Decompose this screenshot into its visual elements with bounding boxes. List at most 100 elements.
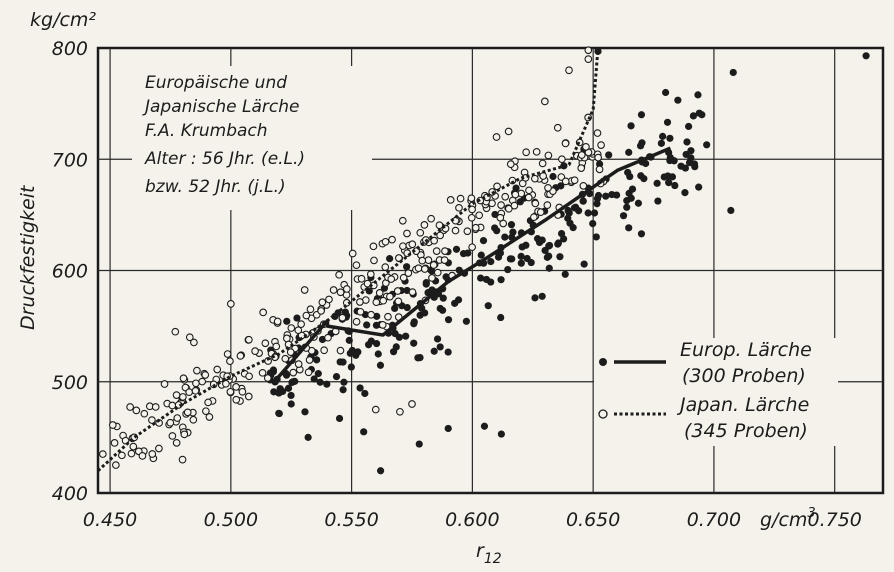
point-japan <box>155 444 163 453</box>
point-europ <box>377 467 385 475</box>
legend-label-europ: Europ. Lärche <box>680 339 812 361</box>
point-europ <box>636 142 645 150</box>
point-europ <box>660 173 668 181</box>
point-europ <box>497 313 505 322</box>
point-europ <box>372 321 381 329</box>
point-japan <box>232 383 240 391</box>
point-europ <box>313 356 321 364</box>
point-europ <box>497 430 505 438</box>
point-japan <box>173 414 182 422</box>
x-axis-label: r12 <box>476 540 502 567</box>
point-europ <box>637 230 646 238</box>
point-japan <box>424 256 433 264</box>
point-europ <box>422 280 430 288</box>
legend-note-japan: (345 Proben) <box>684 420 808 442</box>
point-europ <box>564 206 572 215</box>
point-europ <box>436 343 444 351</box>
point-japan <box>441 247 449 255</box>
point-europ <box>410 339 418 347</box>
point-japan <box>375 289 384 297</box>
point-japan <box>408 240 417 249</box>
legend: Europ. Lärche (300 Proben) Japan. Lärche… <box>594 338 838 446</box>
point-europ <box>269 368 277 376</box>
point-europ <box>304 433 312 441</box>
point-japan <box>504 204 513 213</box>
x-unit-label: g/cm3 <box>760 506 816 531</box>
point-europ <box>566 219 574 227</box>
point-japan <box>398 216 407 225</box>
point-europ <box>410 320 418 328</box>
point-europ <box>608 190 616 199</box>
annotation-background <box>132 66 372 210</box>
point-japan <box>561 139 570 148</box>
point-japan <box>244 392 253 401</box>
point-europ <box>703 141 711 149</box>
point-japan <box>306 305 315 314</box>
point-japan <box>557 173 566 181</box>
y-tick-labels: 400 500 600 700 800 <box>52 38 88 505</box>
trend-line-japan <box>96 47 600 472</box>
point-japan <box>305 356 314 364</box>
point-europ <box>659 132 667 140</box>
point-japan <box>394 297 403 306</box>
point-europ <box>623 203 631 211</box>
point-europ <box>416 311 424 319</box>
point-japan <box>501 192 510 201</box>
annotation-line-4: Alter : 56 Jhr. (e.L.) <box>144 149 305 169</box>
point-japan <box>561 177 570 186</box>
point-europ <box>681 189 689 197</box>
point-europ <box>428 267 436 275</box>
point-europ <box>314 370 322 378</box>
point-japan <box>172 438 181 447</box>
point-europ <box>367 337 375 345</box>
x-tick-labels: 0.450 0.500 0.550 0.600 0.650 0.700 0.750 <box>83 509 862 531</box>
point-japan <box>536 208 545 217</box>
point-europ <box>444 316 453 324</box>
point-europ <box>487 278 495 286</box>
point-japan <box>289 368 298 377</box>
point-japan <box>189 415 198 424</box>
point-europ <box>683 138 691 146</box>
point-japan <box>138 452 147 460</box>
point-japan <box>251 347 259 355</box>
x-tick-label: 0.500 <box>204 509 258 531</box>
point-japan <box>497 201 505 209</box>
point-japan <box>352 317 361 326</box>
point-europ <box>347 363 355 371</box>
point-europ <box>484 302 492 310</box>
point-europ <box>666 156 674 165</box>
annotation-line-5: bzw. 52 Jhr. (j.L.) <box>145 177 286 197</box>
point-japan <box>430 236 439 245</box>
point-europ <box>662 88 670 97</box>
point-japan <box>300 286 309 294</box>
point-japan <box>185 388 194 397</box>
x-axis-subscript: 12 <box>484 551 502 567</box>
point-japan <box>172 391 181 399</box>
point-japan <box>544 151 553 160</box>
point-japan <box>126 403 134 411</box>
point-japan <box>530 213 538 222</box>
point-japan <box>371 405 380 414</box>
point-europ <box>561 270 569 278</box>
point-japan <box>381 263 390 271</box>
point-europ <box>336 358 344 366</box>
point-europ <box>590 209 599 217</box>
point-japan <box>393 287 402 295</box>
point-japan <box>594 153 603 162</box>
point-japan <box>129 442 138 451</box>
point-europ <box>403 263 411 271</box>
point-europ <box>593 200 601 208</box>
point-japan <box>180 430 189 439</box>
point-japan <box>446 196 455 204</box>
point-europ <box>391 304 399 313</box>
point-japan <box>356 298 364 306</box>
point-europ <box>625 224 633 232</box>
point-japan <box>348 249 357 258</box>
point-europ <box>361 389 369 398</box>
point-europ <box>580 260 588 268</box>
point-japan <box>455 203 463 212</box>
point-europ <box>543 253 551 261</box>
point-japan <box>336 346 345 355</box>
point-europ <box>657 139 665 147</box>
point-europ <box>491 224 499 232</box>
